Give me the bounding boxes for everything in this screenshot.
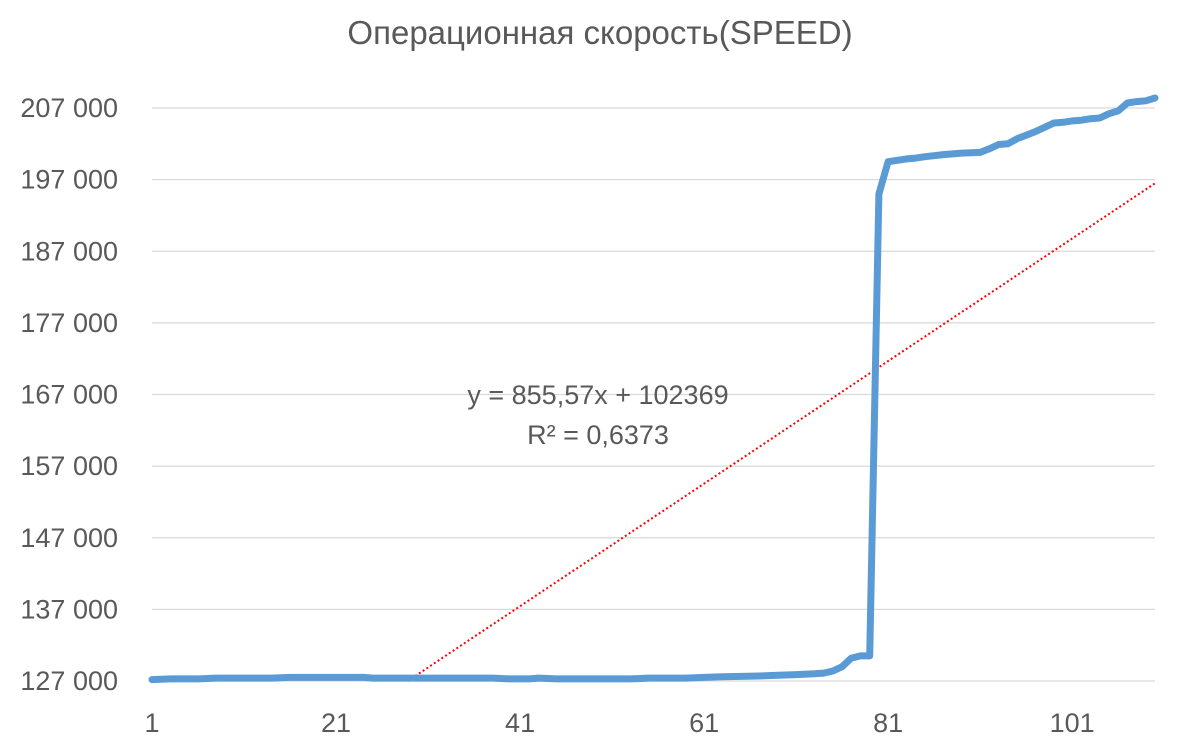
x-tick-label: 61 [689,708,719,738]
x-axis-ticks: 1 21 41 61 81 101 [144,708,1094,738]
series-layer [148,94,1159,684]
y-tick-label: 157 000 [20,451,118,481]
x-tick-label: 1 [144,708,159,738]
trendline [407,182,1156,682]
grid-lines [152,107,1155,682]
x-tick-label: 41 [505,708,535,738]
y-tick-label: 167 000 [20,380,118,410]
y-tick-label: 127 000 [20,666,118,696]
y-tick-label: 197 000 [20,165,118,195]
y-tick-label: 177 000 [20,308,118,338]
y-tick-label: 207 000 [20,93,118,123]
x-tick-label: 101 [1050,708,1095,738]
y-tick-label: 137 000 [20,594,118,624]
x-tick-label: 21 [321,708,351,738]
y-tick-label: 187 000 [20,236,118,266]
y-axis-ticks: 127 000 137 000 147 000 157 000 167 000 177 0… [20,93,118,696]
y-tick-label: 147 000 [20,523,118,553]
trendline-equation: y = 855,57x + 102369 [467,380,728,410]
trendline-layer [407,182,1156,682]
chart-title: Операционная скорость(SPEED) [347,14,853,51]
series-line [148,94,1159,684]
trendline-r-squared: R² = 0,6373 [527,420,669,450]
x-tick-label: 81 [873,708,903,738]
